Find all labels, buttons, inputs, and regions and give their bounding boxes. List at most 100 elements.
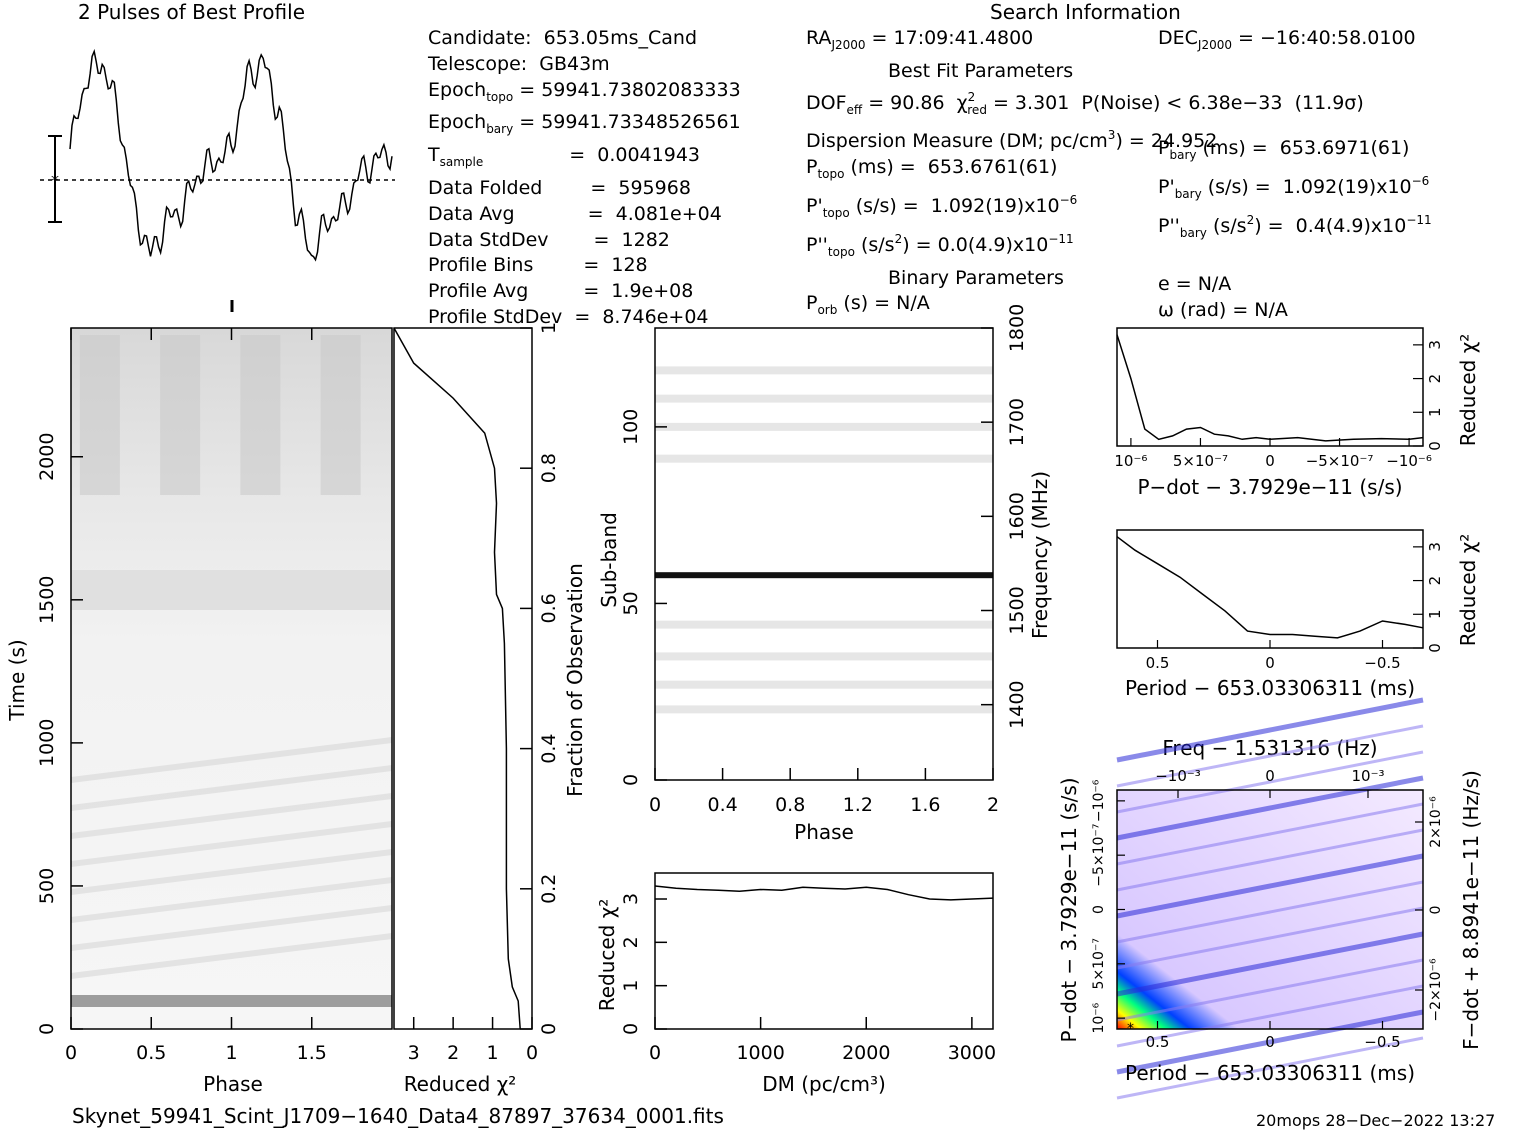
sb-rlabel: Frequency (MHz) (1028, 471, 1052, 639)
ct-ytick-label: 0.2 (538, 874, 560, 904)
tp-drift-stripe (70, 765, 393, 811)
sb-gray-band (655, 620, 993, 629)
period-ytick-label: 0 (1426, 643, 1444, 653)
period-panel: 0.5 0 −0.5 0 1 2 3 Period − 653.03306311 (ms)… (1116, 529, 1480, 700)
sb-dark-band (655, 572, 993, 579)
tp-pulse-region (320, 335, 361, 495)
ppdot-ytick-label: −10⁻⁶ (1091, 779, 1107, 822)
ppdot-rtick-label: −2×10⁻⁶ (1428, 958, 1444, 1022)
info-data-stddev: Data StdDev = 1282 (428, 228, 670, 251)
info-pdot-topo: P'topo (s/s) = 1.092(19)x10−6 (806, 192, 1078, 220)
sb-gray-band (655, 454, 993, 463)
tp-rfi-band (71, 995, 392, 1007)
period-ytick-label: 3 (1426, 542, 1444, 552)
dm-xlabel: DM (pc/cm³) (762, 1072, 886, 1096)
info-pddot-topo: P''topo (s/s2) = 0.0(4.9)x10−11 (806, 231, 1074, 259)
ppdot-rlabel: F−dot + 8.8941e−11 (Hz/s) (1459, 770, 1483, 1050)
tp-drift-stripe (70, 905, 393, 951)
sb-xtick-label: 2 (987, 794, 999, 816)
tp-ytick-label: 500 (36, 868, 58, 904)
ppdot-rtick-label: 2×10⁻⁶ (1428, 796, 1444, 848)
ppdot-toptick-label: 10⁻³ (1351, 767, 1384, 785)
profile-marker: * (51, 171, 59, 190)
ppdot-stripe (1116, 1036, 1424, 1100)
ppdot-stripe (1116, 906, 1424, 970)
pdot-xtick-label: 0 (1265, 452, 1275, 470)
ppdot-xtick-label: 0.5 (1146, 1033, 1170, 1051)
sb-rtick-label: 1500 (1006, 586, 1028, 634)
dm-line (654, 885, 994, 901)
dm-ytick-label: 2 (620, 936, 642, 948)
ppdot-stripe (1116, 1009, 1424, 1075)
dm-xtick-label: 1000 (736, 1042, 784, 1064)
ppdot-stripe (1116, 958, 1424, 1022)
tp-ytick-label: 1500 (36, 576, 58, 624)
info-data-avg: Data Avg = 4.081e+04 (428, 202, 722, 225)
ppdot-xlabel: Period − 653.03306311 (ms) (1125, 1061, 1415, 1085)
tp-drift-stripe (70, 821, 393, 867)
info-epoch-bary: Epochbary = 59941.73348526561 (428, 111, 741, 137)
period-xtick-label: 0 (1265, 654, 1275, 672)
pdot-ytick-label: 0 (1426, 441, 1444, 451)
time-phase-panel: 0 0.5 1 1.5 0 500 1000 1500 2000 Phase Time (s) (5, 300, 393, 1096)
ct-xlabel: Reduced χ² (404, 1072, 517, 1096)
ppdot-xtick-label: −0.5 (1364, 1033, 1400, 1051)
period-ylabel: Reduced χ² (1456, 534, 1480, 647)
chi2-time-panel: 3 2 1 0 0 0.2 0.4 0.6 0.8 1 Reduced χ² Fraction … (393, 322, 587, 1096)
tp-pulse-region (160, 335, 201, 495)
pdot-xtick-label: −5×10⁻⁷ (1306, 452, 1374, 470)
tp-ytick-label: 2000 (36, 433, 58, 481)
pdot-ytick-label: 3 (1426, 340, 1444, 350)
ppdot-ylabel: P−dot − 3.7929e−11 (s/s) (1057, 777, 1081, 1042)
ppdot-stripe (1116, 802, 1424, 866)
ppdot-stripe (1116, 984, 1424, 1048)
ppdot-stripe (1116, 828, 1424, 892)
ppdot-rtick-label: 0 (1428, 906, 1444, 915)
tp-ytick-label: 1000 (36, 719, 58, 767)
info-pbary: Pbary (ms) = 653.6971(61) (1158, 137, 1410, 163)
ppdot-stripe (1116, 880, 1424, 944)
period-ytick-label: 1 (1426, 610, 1444, 620)
info-profile-avg: Profile Avg = 1.9e+08 (428, 280, 694, 303)
sb-gray-band (655, 652, 993, 661)
dm-ytick-label: 3 (620, 893, 642, 905)
sb-rtick-label: 1800 (1006, 304, 1028, 352)
tp-drift-stripe (70, 737, 393, 783)
info-pddot-bary: P''bary (s/s2) = 0.4(4.9)x10−11 (1158, 212, 1432, 240)
info-profile-bins: Profile Bins = 128 (428, 254, 648, 277)
sb-gray-band (655, 366, 993, 375)
ppdot-stripe (1116, 931, 1424, 997)
info-data-folded: Data Folded = 595968 (428, 176, 691, 199)
ppdot-panel: Freq − 1.531316 (Hz) * 0.5 0 −0.5 −10⁻³ 0 10… (1057, 697, 1483, 1100)
tp-pulse-region (79, 335, 120, 495)
info-tsample: Tsample = 0.0041943 (428, 144, 700, 170)
ppdot-stripe (1116, 853, 1424, 919)
sb-rtick-label: 1400 (1006, 680, 1028, 728)
tp-ylabel: Time (s) (5, 639, 29, 721)
search-info-title: Search Information (990, 0, 1181, 24)
period-xlabel: Period − 653.03306311 (ms) (1125, 676, 1415, 700)
dm-ylabel: Reduced χ² (595, 899, 619, 1012)
pdot-xtick-label: 10⁻⁶ (1114, 452, 1147, 470)
tp-drift-stripe (70, 933, 393, 979)
sb-xtick-label: 0 (649, 794, 661, 816)
dm-xtick-label: 0 (649, 1042, 661, 1064)
tp-noisy-band (71, 570, 392, 610)
info-candidate: Candidate: 653.05ms_Cand (428, 27, 698, 49)
info-column-2: RAJ2000 = 17:09:41.4800 Best Fit Paramet… (806, 26, 1364, 390)
dm-ytick-label: 0 (620, 1023, 642, 1035)
binary-heading: Binary Parameters (888, 266, 1064, 289)
period-xtick-label: −0.5 (1364, 654, 1400, 672)
sb-ytick-label: 0 (620, 774, 642, 786)
info-epoch-topo: Epochtopo = 59941.73802083333 (428, 78, 741, 104)
ct-xtick-label: 3 (408, 1042, 420, 1064)
info-dm: Dispersion Measure (DM; pc/cm3) = 24.952 (806, 128, 1218, 153)
ct-ytick-label: 0 (538, 1023, 560, 1035)
info-telescope: Telescope: GB43m (428, 52, 610, 75)
sb-rtick-label: 1600 (1006, 492, 1028, 540)
ppdot-stripes (1116, 697, 1424, 1100)
subband-panel: 0 0.4 0.8 1.2 1.6 2 0 50 100 1400 1500 1600 1700 18… (597, 304, 1052, 844)
info-profile-stddev: Profile StdDev = 8.746e+04 (428, 305, 709, 328)
sb-xtick-label: 1.2 (843, 794, 873, 816)
